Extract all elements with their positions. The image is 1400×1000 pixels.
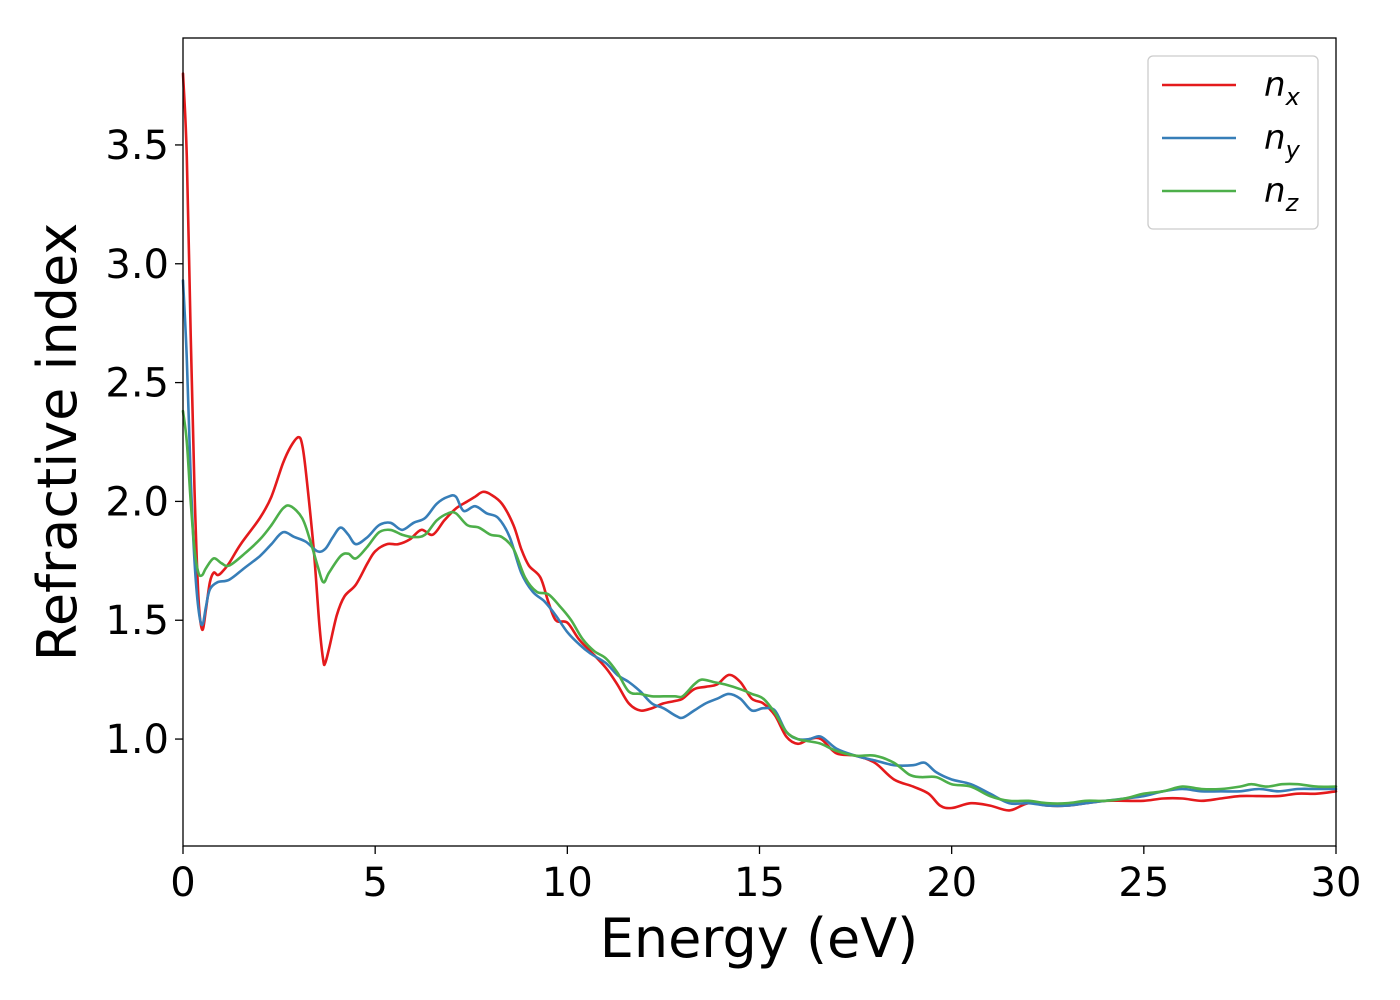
y-axis-label: Refractive index [26, 223, 89, 662]
legend: nx ny nz [1147, 55, 1319, 230]
legend-label-z: nz [1264, 171, 1300, 217]
series-line-x [181, 72, 1338, 812]
y-tick-label: 3.0 [105, 242, 169, 288]
x-tick-label: 30 [1311, 860, 1362, 906]
x-tick-label: 15 [734, 860, 785, 906]
x-tick-label: 25 [1118, 860, 1169, 906]
series-layer [181, 72, 1338, 812]
legend-label-x: nx [1264, 65, 1301, 111]
legend-frame [1147, 55, 1319, 230]
x-tick-label: 20 [926, 860, 977, 906]
x-axis-ticks: 0 5 10 15 20 25 30 [170, 846, 1361, 906]
x-tick-label: 10 [542, 860, 593, 906]
y-tick-label: 2.0 [105, 479, 169, 525]
legend-label-y: ny [1264, 118, 1301, 164]
y-tick-label: 3.5 [105, 123, 169, 169]
y-tick-label: 1.5 [105, 598, 169, 644]
y-tick-label: 1.0 [105, 717, 169, 763]
y-tick-label: 2.5 [105, 361, 169, 407]
legend-entries: nx ny nz [1162, 65, 1301, 217]
series-line-y [181, 279, 1338, 808]
y-axis-ticks: 1.0 1.5 2.0 2.5 3.0 3.5 [105, 123, 183, 763]
x-tick-label: 5 [362, 860, 387, 906]
series-line-z [181, 409, 1338, 805]
plot-area [183, 38, 1336, 846]
x-axis-label: Energy (eV) [600, 907, 919, 970]
x-tick-label: 0 [170, 860, 195, 906]
